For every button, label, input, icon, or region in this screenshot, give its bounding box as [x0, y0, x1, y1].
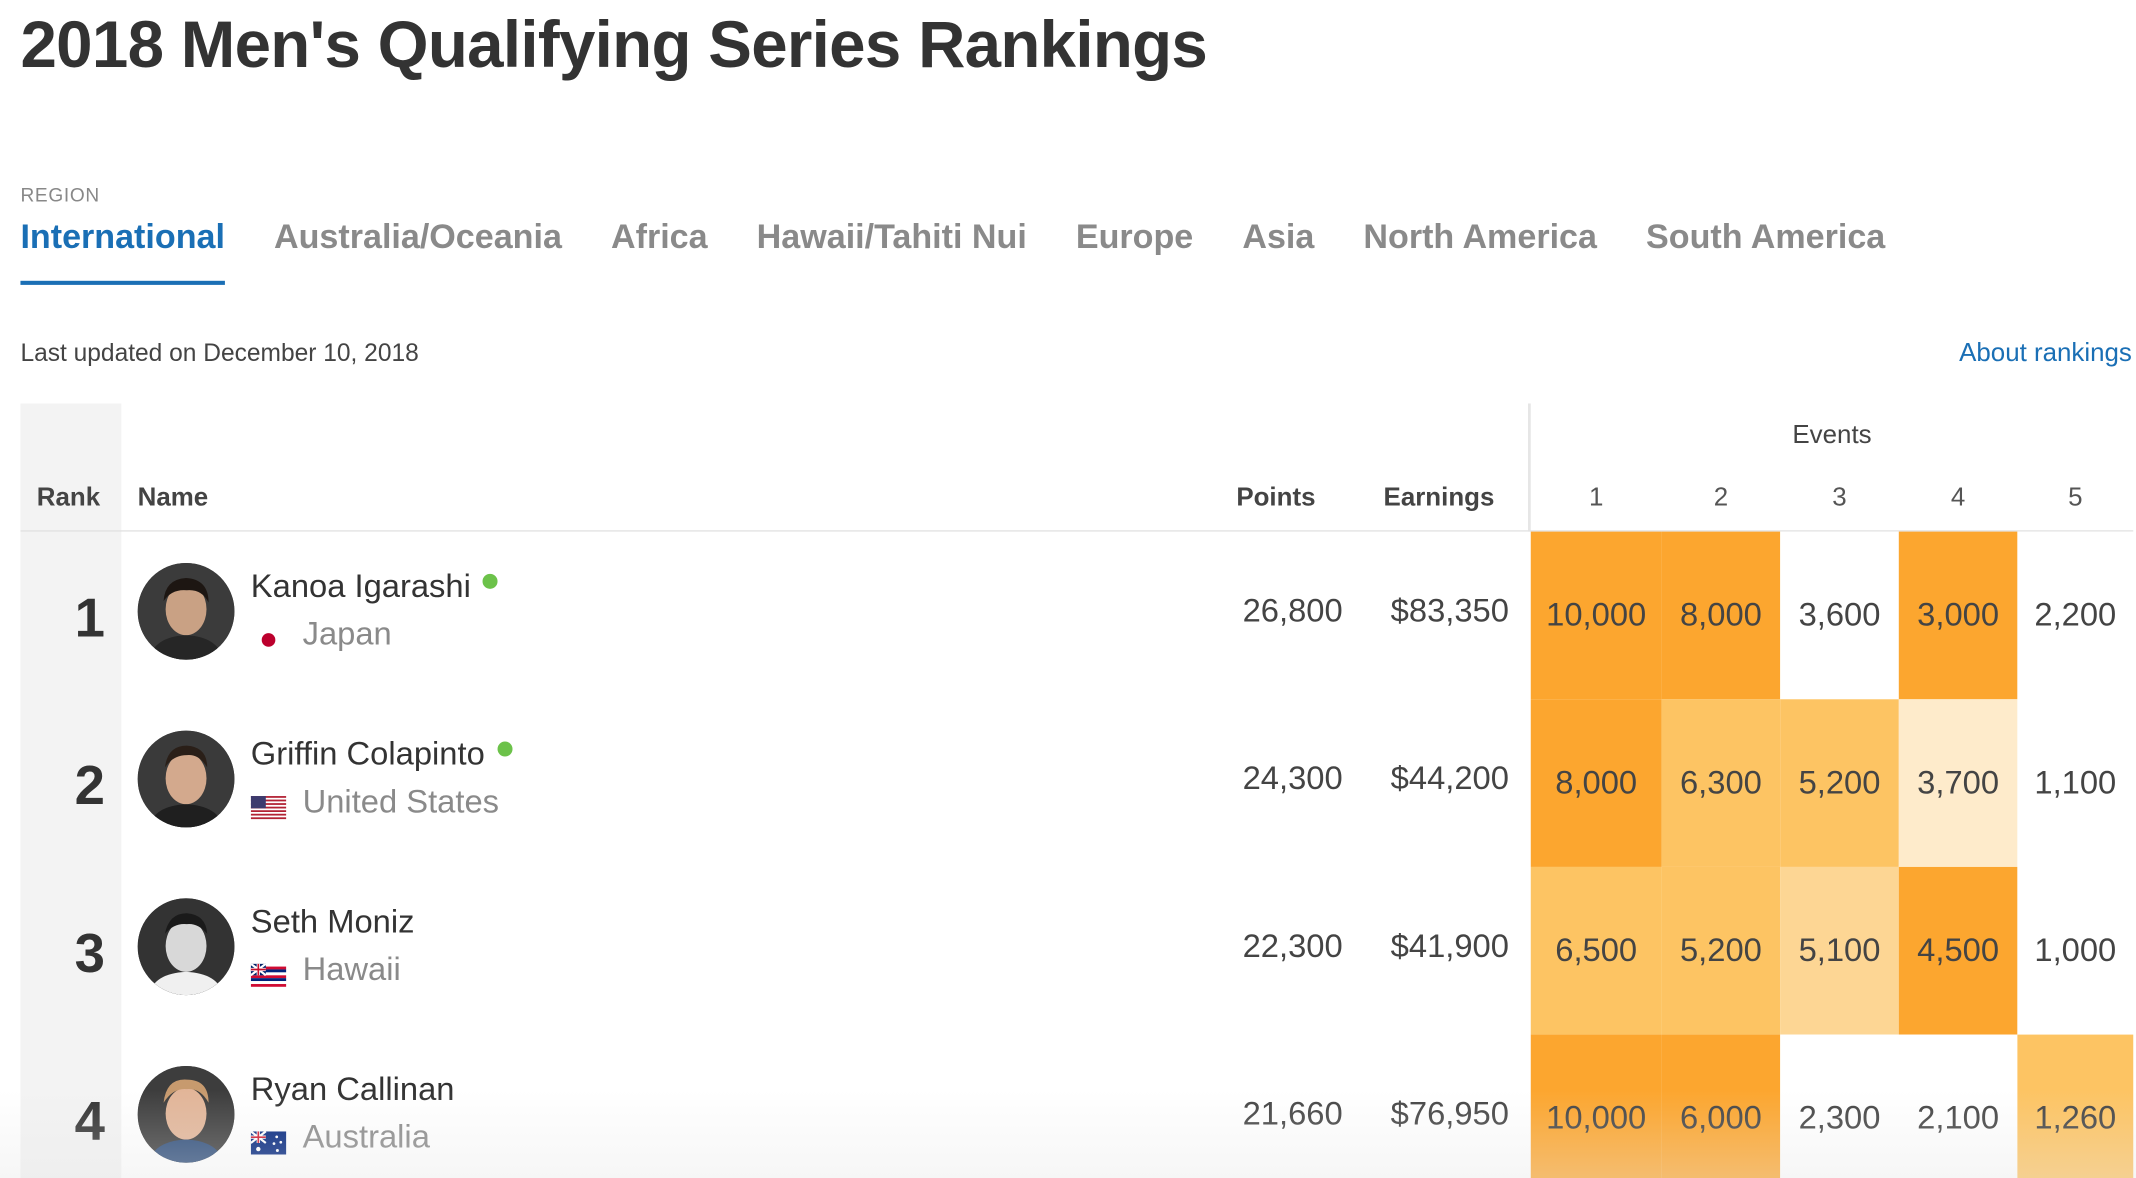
surfer-country: Hawaii	[302, 951, 401, 989]
points-header[interactable]: Points	[1236, 483, 1316, 513]
surfer-name-text: Seth Moniz	[250, 903, 415, 941]
event-cell: 10,000	[1530, 1034, 1662, 1178]
rankings-table: Rank Name Points Earnings Events 1 2 3 4…	[20, 403, 2134, 1178]
table-row[interactable]: 10,000 8,000 3,600 3,000 2,200 1 Kanoa I…	[20, 531, 2134, 700]
about-rankings-link[interactable]: About rankings	[1959, 339, 2132, 369]
avatar[interactable]	[137, 898, 235, 996]
event-cell: 5,200	[1661, 866, 1781, 1035]
earnings-value: $76,950	[1390, 1095, 1509, 1133]
tab-hawaii-tahiti-nui[interactable]: Hawaii/Tahiti Nui	[756, 218, 1027, 257]
surfer-name-text: Griffin Colapinto	[250, 736, 485, 773]
event-cell: 8,000	[1661, 531, 1781, 700]
events-divider	[1528, 403, 1531, 532]
surfer-name-text: Ryan Callinan	[250, 1071, 455, 1109]
event-3-header[interactable]: 3	[1832, 483, 1847, 513]
event-cell: 3,600	[1780, 531, 1899, 700]
surfer-name-text: Kanoa Igarashi	[250, 568, 471, 606]
hawaii-flag-icon	[250, 963, 287, 987]
events-header: Events	[1792, 421, 1872, 450]
points-value: 24,300	[1242, 760, 1343, 798]
earnings-value: $41,900	[1390, 928, 1509, 966]
event-cell: 6,000	[1661, 1034, 1781, 1178]
rank-number: 4	[74, 1091, 105, 1152]
tab-europe[interactable]: Europe	[1075, 218, 1194, 257]
japan-flag-icon	[250, 628, 287, 652]
header-divider	[20, 530, 2134, 532]
avatar[interactable]	[137, 730, 235, 828]
surfer-name[interactable]: Griffin Colapinto	[250, 736, 513, 774]
event-cell: 8,000	[1530, 699, 1662, 867]
event-cell: 6,500	[1530, 866, 1662, 1035]
event-cell: 10,000	[1530, 531, 1662, 700]
name-header[interactable]: Name	[137, 483, 209, 513]
region-tabs: International Australia/Oceania Africa H…	[20, 218, 1885, 285]
surfer-country: Australia	[302, 1119, 430, 1156]
event-cell: 5,100	[1780, 866, 1899, 1035]
table-row[interactable]: 6,500 5,200 5,100 4,500 1,000 3 Seth Mon…	[20, 866, 2134, 1035]
tab-north-america[interactable]: North America	[1363, 218, 1597, 257]
event-1-header[interactable]: 1	[1588, 483, 1604, 513]
earnings-value: $83,350	[1390, 592, 1509, 630]
earnings-header[interactable]: Earnings	[1383, 483, 1495, 513]
surfer-country: Japan	[302, 616, 392, 653]
usa-flag-icon	[250, 796, 287, 820]
points-value: 21,660	[1242, 1095, 1343, 1133]
page-title: 2018 Men's Qualifying Series Rankings	[20, 9, 1208, 82]
event-cell: 6,300	[1661, 699, 1781, 867]
australia-flag-icon	[250, 1131, 287, 1155]
tab-australia-oceania[interactable]: Australia/Oceania	[274, 218, 562, 257]
rank-number: 2	[74, 756, 105, 817]
avatar[interactable]	[137, 562, 235, 660]
points-value: 22,300	[1242, 928, 1343, 966]
rank-number: 1	[74, 588, 105, 649]
event-cell: 5,200	[1780, 699, 1899, 867]
event-cell: 3,700	[1898, 699, 2018, 867]
last-updated-text: Last updated on December 10, 2018	[20, 339, 419, 367]
event-cell: 1,260	[2017, 1034, 2134, 1178]
event-4-header[interactable]: 4	[1950, 483, 1966, 513]
online-status-dot	[483, 573, 499, 589]
region-label: REGION	[20, 184, 100, 206]
table-row[interactable]: 8,000 6,300 5,200 3,700 1,100 2 Griffin …	[20, 699, 2134, 867]
online-status-dot	[497, 741, 513, 757]
event-cell: 2,300	[1780, 1034, 1899, 1178]
surfer-name[interactable]: Kanoa Igarashi	[250, 568, 499, 606]
event-cell: 3,000	[1898, 531, 2018, 700]
surfer-country: United States	[302, 783, 500, 821]
event-cell: 2,200	[2017, 531, 2134, 700]
rank-number: 3	[74, 924, 105, 985]
tab-africa[interactable]: Africa	[610, 218, 708, 257]
tab-international[interactable]: International	[20, 218, 225, 285]
event-cell: 1,100	[2017, 699, 2134, 867]
rank-column-background	[20, 403, 122, 1178]
event-cell: 2,100	[1898, 1034, 2018, 1178]
rank-header[interactable]: Rank	[36, 483, 101, 513]
event-cell: 4,500	[1898, 866, 2018, 1035]
surfer-name[interactable]: Ryan Callinan	[251, 1071, 455, 1109]
earnings-value: $44,200	[1390, 760, 1509, 798]
tab-asia[interactable]: Asia	[1242, 218, 1315, 257]
table-row[interactable]: 10,000 6,000 2,300 2,100 1,260 4 Ryan Ca…	[20, 1034, 2134, 1178]
event-2-header[interactable]: 2	[1713, 483, 1729, 513]
avatar[interactable]	[137, 1065, 235, 1163]
event-5-header[interactable]: 5	[2068, 483, 2083, 513]
tab-south-america[interactable]: South America	[1646, 218, 1886, 257]
surfer-name[interactable]: Seth Moniz	[251, 904, 415, 942]
event-cell: 1,000	[2017, 866, 2134, 1035]
points-value: 26,800	[1242, 592, 1343, 630]
